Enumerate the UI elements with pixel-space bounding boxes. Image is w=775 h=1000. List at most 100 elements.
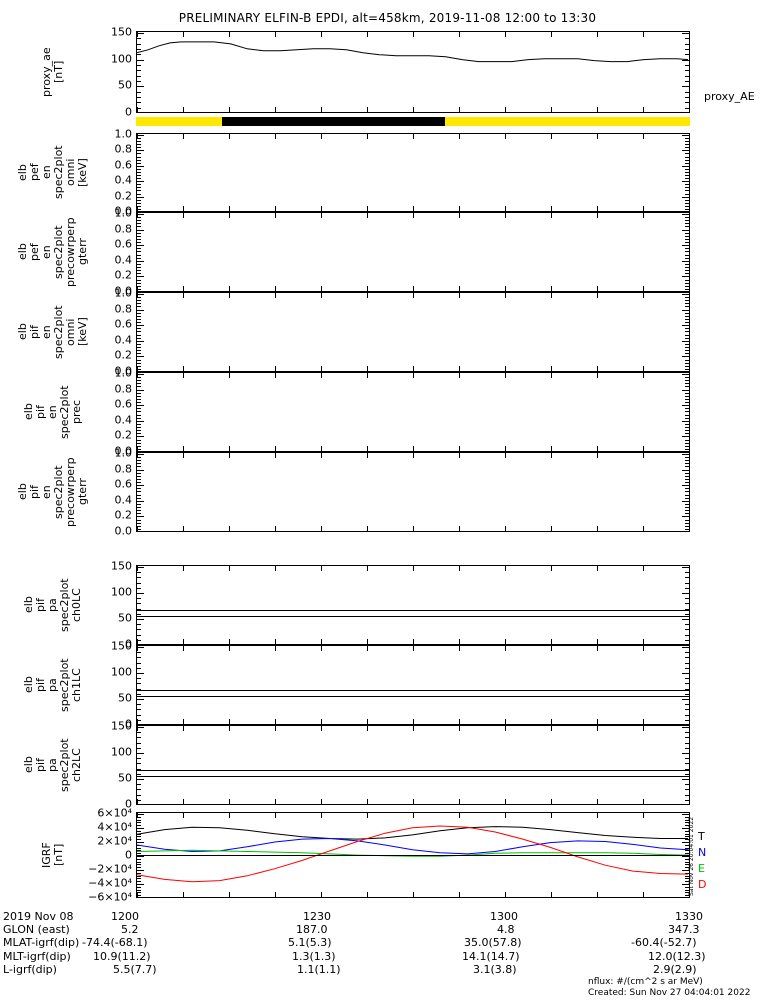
y-tick-minor-right bbox=[685, 640, 689, 641]
y-tick-minor bbox=[137, 704, 141, 705]
x-tick-minor bbox=[413, 286, 414, 291]
y-tick-label: 100 bbox=[111, 745, 132, 759]
x-tick-minor bbox=[551, 366, 552, 371]
y-tick-major-right bbox=[682, 374, 689, 375]
y-tick-major bbox=[137, 501, 144, 502]
y-tick-major bbox=[137, 60, 144, 61]
y-tick-minor bbox=[137, 520, 141, 521]
y-tick-minor bbox=[137, 890, 141, 891]
y-tick-minor-right bbox=[685, 635, 689, 636]
x-tick-minor bbox=[505, 366, 506, 371]
y-tick-minor bbox=[137, 825, 141, 826]
y-tick-minor bbox=[137, 286, 141, 287]
y-tick-minor-right bbox=[685, 273, 689, 274]
cell-l-1230: 1.1(1.1) bbox=[297, 962, 341, 976]
y-tick-minor-right bbox=[685, 226, 689, 227]
y-tick-minor bbox=[137, 577, 141, 578]
y-tick-minor bbox=[137, 147, 141, 148]
x-tick-minor bbox=[321, 892, 322, 897]
y-tick-minor bbox=[137, 377, 141, 378]
cell-mlat-1300: 35.0(57.8) bbox=[464, 936, 522, 950]
y-tick-major bbox=[137, 310, 144, 311]
x-tick-minor bbox=[643, 107, 644, 112]
x-tick-minor-top bbox=[413, 373, 414, 378]
y-tick-major bbox=[137, 828, 144, 829]
x-tick-minor-top bbox=[229, 566, 230, 571]
x-tick-minor-top bbox=[505, 213, 506, 218]
y-tick-minor-right bbox=[685, 732, 689, 733]
y-tick-minor bbox=[137, 144, 141, 145]
y-tick-minor-right bbox=[685, 49, 689, 50]
x-tick-minor bbox=[367, 286, 368, 291]
y-tick-minor bbox=[137, 297, 141, 298]
y-tick-major-right bbox=[682, 421, 689, 422]
y-tick-major bbox=[137, 727, 144, 728]
x-tick-minor-top bbox=[137, 213, 138, 218]
y-tick-major-right bbox=[682, 753, 689, 754]
x-tick-minor bbox=[183, 892, 184, 897]
y-tick-minor-right bbox=[685, 853, 689, 854]
y-tick-minor-right bbox=[685, 102, 689, 103]
y-tick-label: 50 bbox=[118, 78, 132, 92]
y-tick-minor bbox=[137, 190, 141, 191]
y-tick-minor bbox=[137, 393, 141, 394]
y-tick-major-right bbox=[682, 33, 689, 34]
y-tick-minor-right bbox=[685, 280, 689, 281]
y-tick-minor bbox=[137, 795, 141, 796]
x-tick-minor-top bbox=[597, 134, 598, 139]
y-tick-label: −2×10⁴ bbox=[88, 862, 132, 876]
x-tick-minor bbox=[643, 446, 644, 451]
y-tick-minor bbox=[137, 160, 141, 161]
y-tick-major bbox=[137, 341, 144, 342]
y-tick-minor-right bbox=[685, 383, 689, 384]
y-tick-minor bbox=[137, 239, 141, 240]
y-tick-label: 0 bbox=[125, 717, 132, 731]
x-tick-minor bbox=[137, 206, 138, 211]
y-tick-minor bbox=[137, 834, 141, 835]
y-tick-minor bbox=[137, 322, 141, 323]
y-tick-minor-right bbox=[685, 523, 689, 524]
y-tick-minor bbox=[137, 457, 141, 458]
y-axis-title-elb-pif-en-omni: elb pif en spec2plot omni [keV] bbox=[0, 292, 89, 372]
x-tick-minor bbox=[229, 446, 230, 451]
x-tick-minor-top bbox=[643, 32, 644, 37]
x-tick-minor-top bbox=[597, 293, 598, 298]
cell-mlt-1330: 12.0(12.3) bbox=[648, 949, 706, 963]
x-tick-minor bbox=[459, 206, 460, 211]
y-tick-label: 1.0 bbox=[114, 366, 133, 380]
y-tick-minor bbox=[137, 817, 141, 818]
y-tick-minor-right bbox=[685, 836, 689, 837]
x-tick-minor-top bbox=[505, 566, 506, 571]
x-tick-minor-top bbox=[551, 646, 552, 651]
y-tick-minor-right bbox=[685, 476, 689, 477]
y-tick-minor-right bbox=[685, 784, 689, 785]
x-tick-minor-top bbox=[459, 566, 460, 571]
row-label-l: L-igrf(dip) bbox=[3, 962, 57, 976]
y-tick-major bbox=[137, 753, 144, 754]
y-tick-minor bbox=[137, 504, 141, 505]
y-tick-minor bbox=[137, 822, 141, 823]
y-tick-minor-right bbox=[685, 209, 689, 210]
x-tick-minor-top bbox=[505, 32, 506, 37]
y-tick-minor-right bbox=[685, 396, 689, 397]
y-tick-major-right bbox=[682, 470, 689, 471]
y-tick-major-right bbox=[682, 699, 689, 700]
x-tick-minor bbox=[551, 526, 552, 531]
row-label-date: 2019 Nov 08 bbox=[3, 910, 74, 923]
panel-elb-pif-pa-ch2lc bbox=[136, 725, 690, 805]
x-tick-minor bbox=[505, 107, 506, 112]
y-axis-title-elb-pif-pa-ch0lc: elb pif pa spec2plot ch0LC bbox=[0, 565, 83, 645]
cell-mlt-1230: 1.3(1.3) bbox=[292, 949, 336, 963]
panel-inner-elb-pif-pa-ch0lc bbox=[137, 566, 689, 644]
y-tick-label: 0.2 bbox=[114, 428, 133, 442]
y-tick-minor bbox=[137, 683, 141, 684]
x-tick-minor-top bbox=[137, 646, 138, 651]
x-tick-minor-top bbox=[551, 134, 552, 139]
x-tick-minor bbox=[321, 446, 322, 451]
y-tick-major-right bbox=[682, 673, 689, 674]
y-tick-label: 0.8 bbox=[114, 302, 133, 316]
x-tick-minor bbox=[183, 799, 184, 804]
x-tick-minor bbox=[597, 526, 598, 531]
y-tick-minor bbox=[137, 328, 141, 329]
loss-cone-line bbox=[137, 616, 689, 617]
